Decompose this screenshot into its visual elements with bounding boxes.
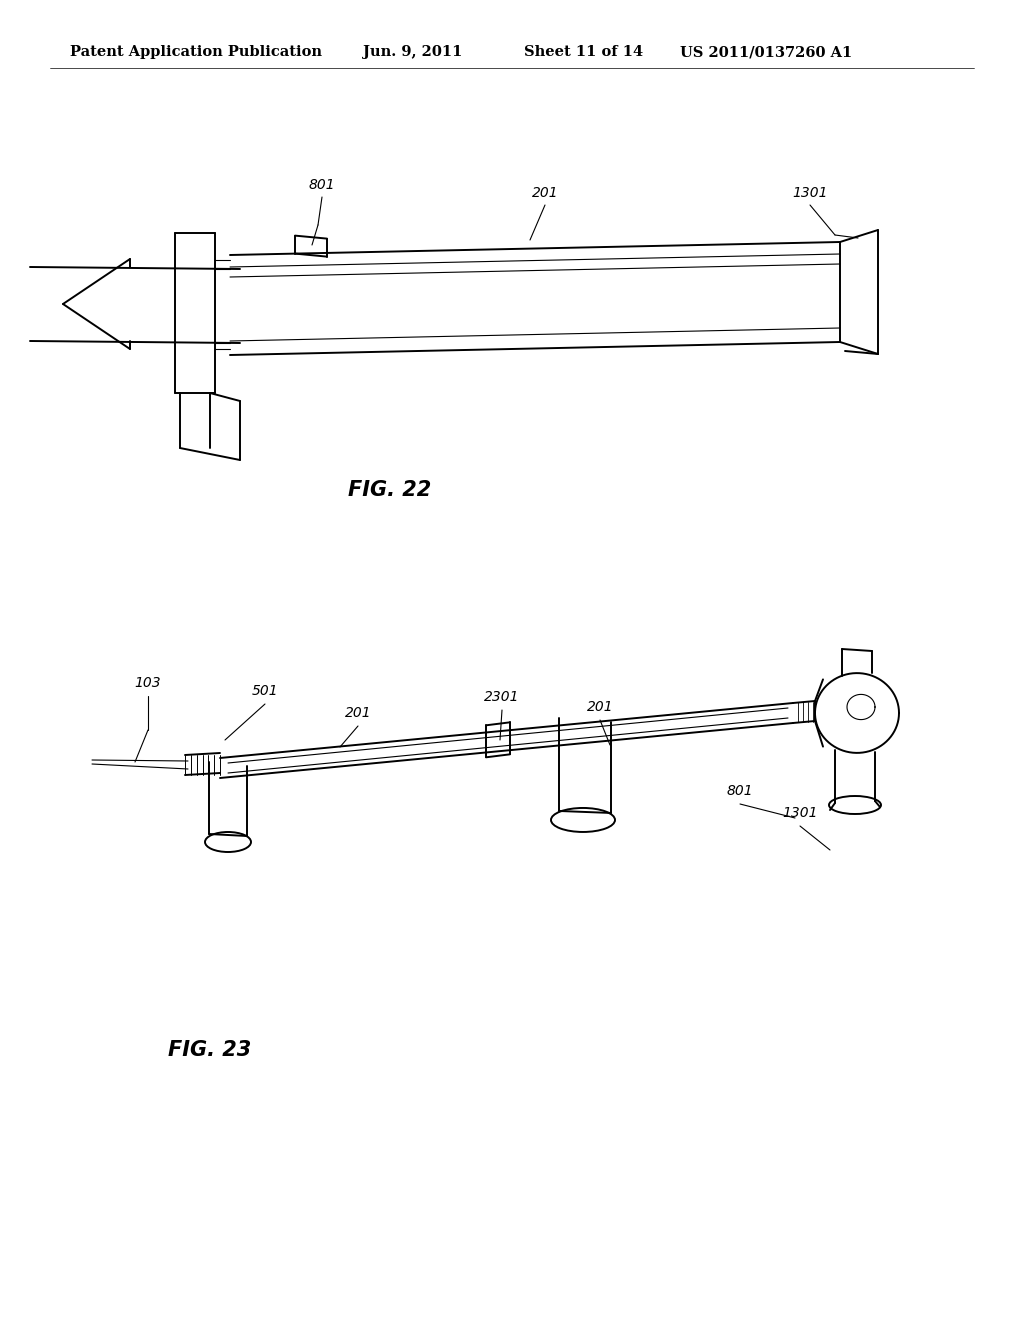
Text: Jun. 9, 2011: Jun. 9, 2011 <box>362 45 463 59</box>
Text: 801: 801 <box>308 178 335 191</box>
Text: FIG. 23: FIG. 23 <box>168 1040 252 1060</box>
Text: 801: 801 <box>727 784 754 799</box>
Text: Patent Application Publication: Patent Application Publication <box>70 45 322 59</box>
Text: 201: 201 <box>587 700 613 714</box>
Text: US 2011/0137260 A1: US 2011/0137260 A1 <box>680 45 852 59</box>
Text: 2301: 2301 <box>484 690 520 704</box>
Text: 1301: 1301 <box>782 807 818 820</box>
Text: FIG. 22: FIG. 22 <box>348 480 432 500</box>
Text: 103: 103 <box>135 676 162 690</box>
Text: 201: 201 <box>345 706 372 719</box>
Text: 201: 201 <box>531 186 558 201</box>
Text: Sheet 11 of 14: Sheet 11 of 14 <box>524 45 643 59</box>
Text: 501: 501 <box>252 684 279 698</box>
Text: 1301: 1301 <box>793 186 827 201</box>
